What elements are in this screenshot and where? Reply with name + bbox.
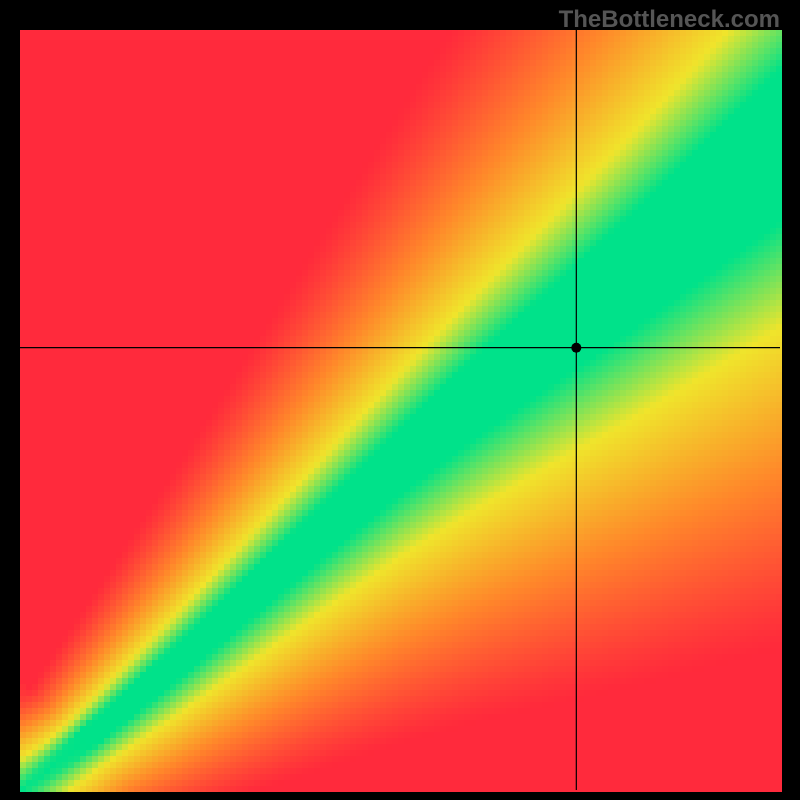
bottleneck-heatmap xyxy=(0,0,800,800)
watermark-text: TheBottleneck.com xyxy=(559,6,780,34)
chart-container: TheBottleneck.com xyxy=(0,0,800,800)
